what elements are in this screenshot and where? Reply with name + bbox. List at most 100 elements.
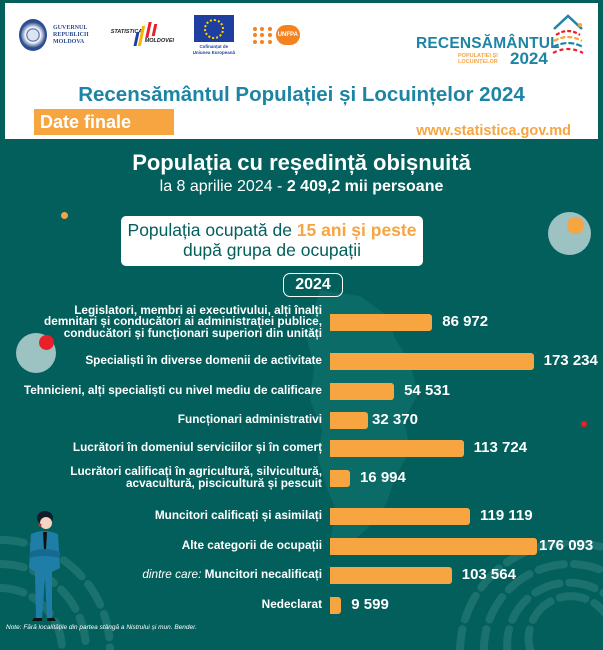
decor-dot-red bbox=[581, 421, 587, 427]
bar-value: 103 564 bbox=[461, 566, 516, 583]
house-fingerprint-icon bbox=[552, 14, 584, 54]
footnote: Note: Fără localitățile din partea stâng… bbox=[6, 624, 197, 631]
census-sub-2: LOCUINȚELOR bbox=[458, 59, 498, 65]
row-label-text: Muncitori necalificați bbox=[204, 567, 322, 581]
eu-caption-1: Cofinanțat de bbox=[199, 44, 229, 49]
bar-value: 32 370 bbox=[372, 411, 418, 428]
eu-logo: Cofinanțat de Uniunea Europeană bbox=[193, 15, 235, 55]
bar bbox=[330, 567, 452, 584]
bar-value: 176 093 bbox=[539, 537, 594, 554]
decor-circle-right-dot bbox=[567, 217, 584, 234]
row-label-text: Funcționari administrativi bbox=[177, 412, 322, 426]
bar-value: 16 994 bbox=[359, 469, 406, 486]
unfpa-dots-icon bbox=[252, 26, 273, 44]
bar-value: 9 599 bbox=[351, 596, 389, 613]
info-line2: după grupa de ocupații bbox=[182, 240, 362, 260]
row-label-text: Lucrători calificați în agricultură, sil… bbox=[70, 464, 322, 479]
page-title: Recensământul Populației și Locuințelor … bbox=[78, 83, 525, 106]
person-illustration bbox=[29, 511, 60, 621]
bar bbox=[330, 538, 537, 555]
row-label-line: Tehnicieni, alți specialiști cu nivel me… bbox=[23, 383, 322, 397]
stat-bar-icon bbox=[144, 22, 152, 38]
row-label: Lucrători calificați în agricultură, sil… bbox=[70, 464, 322, 490]
row-label: Legislatori, membri ai executivului, alț… bbox=[44, 302, 322, 340]
census-logo: RECENSĂMÂNTUL POPULAȚIEI ȘI LOCUINȚELOR … bbox=[408, 13, 588, 68]
partner-logos: GUVERNUL REPUBLICII MOLDOVA STATISTICA M… bbox=[19, 15, 300, 55]
bar bbox=[330, 412, 369, 429]
website-link[interactable]: www.statistica.gov.md bbox=[416, 123, 571, 139]
row-label-text: conducători și funcționari superiori din… bbox=[63, 325, 322, 340]
bar bbox=[330, 508, 471, 525]
statistics-logo: STATISTICA MOLDOVEI bbox=[110, 20, 175, 50]
stat-top-text: STATISTICA bbox=[110, 29, 143, 35]
census-sub-1: POPULAȚIEI ȘI bbox=[458, 53, 498, 59]
eu-caption-2: Uniunea Europeană bbox=[192, 49, 235, 55]
row-label-line: Specialiști în diverse domenii de activi… bbox=[85, 354, 322, 367]
bar bbox=[330, 353, 534, 370]
row-label-line: Lucrători în domeniul serviciilor și în … bbox=[72, 440, 322, 454]
government-logo: GUVERNUL REPUBLICII MOLDOVA bbox=[19, 19, 89, 51]
info-line1-highlight: 15 ani și peste bbox=[296, 220, 417, 240]
row-label-line: Muncitori calificați și asimilați bbox=[154, 508, 322, 522]
row-label: Funcționari administrativi bbox=[177, 412, 322, 426]
row-label-line: acvacultură, piscicultură și pescuit bbox=[70, 475, 322, 490]
gov-line1: GUVERNUL bbox=[53, 24, 88, 31]
bar-value: 173 234 bbox=[543, 352, 598, 369]
decor-dot-orange bbox=[61, 212, 68, 219]
stat-bar-icon bbox=[151, 24, 157, 36]
row-label-text: Muncitori calificați și asimilați bbox=[154, 508, 322, 522]
row-label: Specialiști în diverse domenii de activi… bbox=[85, 354, 322, 367]
row-label: dintre care: Muncitori necalificați bbox=[142, 567, 322, 581]
row-label: Muncitori calificați și asimilați bbox=[154, 508, 322, 522]
bar-value: 113 724 bbox=[473, 439, 528, 456]
fingerprint-decoration-left bbox=[0, 536, 114, 650]
row-label: Tehnicieni, alți specialiști cu nivel me… bbox=[23, 383, 322, 397]
date-finale-badge: Date finale bbox=[34, 109, 174, 135]
header: GUVERNUL REPUBLICII MOLDOVA STATISTICA M… bbox=[5, 3, 598, 139]
eu-flag-icon bbox=[193, 15, 234, 42]
population-heading: Populația cu reședință obișnuită bbox=[132, 150, 471, 175]
row-label-line: dintre care: Muncitori necalificați bbox=[142, 567, 322, 581]
row-label-line: Lucrători calificați în agricultură, sil… bbox=[70, 464, 322, 479]
bar-value: 54 531 bbox=[404, 382, 450, 399]
chart-title-box: Populația ocupată de 15 ani și peste dup… bbox=[121, 216, 423, 266]
row-label: Alte categorii de ocupații bbox=[181, 538, 322, 552]
row-label-text: Legislatori, membri ai executivului, alț… bbox=[74, 302, 322, 317]
row-label-text: Tehnicieni, alți specialiști cu nivel me… bbox=[23, 383, 322, 397]
row-label-text: Alte categorii de ocupații bbox=[181, 538, 322, 552]
bar bbox=[330, 383, 395, 400]
year-label: 2024 bbox=[283, 273, 343, 297]
unfpa-label: UNFPA bbox=[275, 25, 300, 45]
bar bbox=[330, 470, 350, 487]
row-label-line: Funcționari administrativi bbox=[177, 412, 322, 426]
row-label-line: demnitari și conducători ai administrați… bbox=[44, 314, 322, 328]
row-label-text: Nedeclarat bbox=[261, 597, 322, 611]
row-label-text: Lucrători în domeniul serviciilor și în … bbox=[72, 440, 322, 454]
fingerprint-decoration bbox=[456, 540, 603, 650]
info-line1-prefix: Populația ocupată de bbox=[127, 220, 297, 240]
bar-value: 86 972 bbox=[442, 313, 489, 330]
decor-circle-left-dot bbox=[39, 335, 54, 350]
row-label-line: Nedeclarat bbox=[261, 597, 322, 611]
row-label-text: demnitari și conducători ai administrați… bbox=[44, 314, 322, 328]
stat-bottom-text: MOLDOVEI bbox=[144, 38, 175, 44]
bar-value: 119 119 bbox=[480, 507, 533, 524]
bar bbox=[330, 597, 342, 614]
gov-line3: MOLDOVA bbox=[53, 38, 85, 45]
bar bbox=[330, 314, 433, 331]
population-total: 2 409,2 mii persoane bbox=[286, 178, 444, 195]
row-label-text: acvacultură, piscicultură și pescuit bbox=[125, 475, 322, 490]
row-label: Nedeclarat bbox=[261, 597, 322, 611]
row-label-line: Legislatori, membri ai executivului, alț… bbox=[44, 302, 322, 317]
row-label-line: conducători și funcționari superiori din… bbox=[44, 325, 322, 340]
bar bbox=[330, 440, 464, 457]
moldova-crest-icon bbox=[19, 19, 47, 51]
census-year: 2024 bbox=[510, 49, 548, 68]
unfpa-logo: UNFPA bbox=[252, 25, 300, 45]
date-prefix: la 8 aprilie 2024 - bbox=[159, 178, 287, 195]
row-label-prefix: dintre care: bbox=[142, 567, 205, 581]
gov-line2: REPUBLICII bbox=[53, 31, 89, 38]
row-label-line: Alte categorii de ocupații bbox=[181, 538, 322, 552]
row-label: Lucrători în domeniul serviciilor și în … bbox=[72, 440, 322, 454]
population-total-line: la 8 aprilie 2024 - 2 409,2 mii persoane bbox=[0, 178, 603, 196]
